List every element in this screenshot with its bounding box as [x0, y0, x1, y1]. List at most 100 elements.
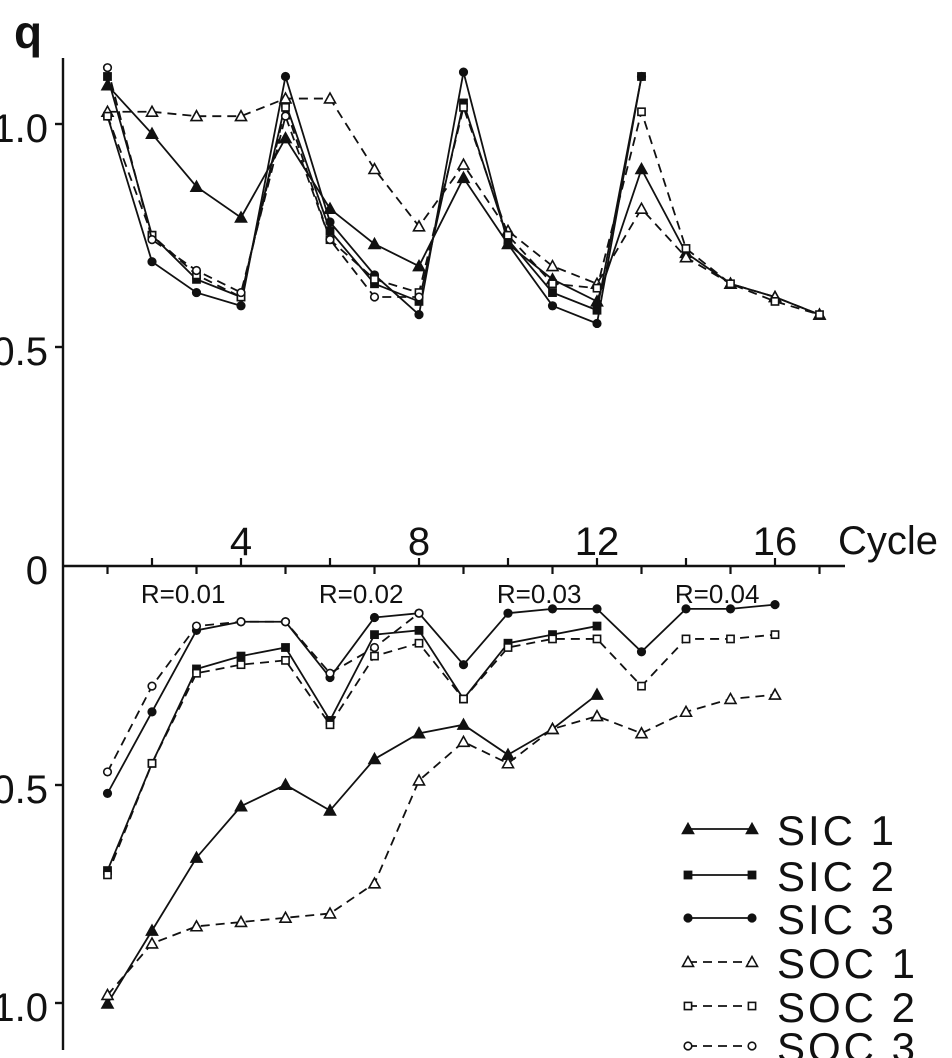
point-soc-2-bottom-15 — [726, 634, 735, 644]
point-soc-2-top-11 — [548, 279, 557, 289]
legend-label-soc-1: SOC 1 — [777, 940, 918, 987]
point-soc-2-bottom-11 — [548, 634, 557, 644]
point-soc-1-bottom-13 — [634, 726, 649, 739]
point-sic-3-bottom-11 — [547, 604, 558, 614]
point-sic-1-bottom-7 — [367, 751, 382, 765]
point-sic-3-bottom-9 — [458, 660, 469, 670]
regions: R=0.01 R=0.02 R=0.03 R=0.04 — [141, 579, 760, 609]
line-soc-2-top — [106, 104, 820, 316]
line-soc-1-bottom — [106, 693, 776, 996]
point-soc-2-bottom-8 — [414, 638, 424, 648]
point-soc-1-top-4 — [234, 109, 248, 122]
line-sic-1-top — [106, 84, 820, 316]
legend-marker-end-soc-1 — [745, 954, 759, 968]
point-sic-3-top-13 — [636, 71, 647, 82]
point-sic-3-top-3 — [191, 287, 202, 298]
point-soc-2-bottom-1 — [103, 870, 112, 880]
point-sic-1-bottom-12 — [590, 687, 604, 700]
point-soc-3-bottom-3 — [191, 621, 202, 631]
series-sic-1 — [100, 78, 827, 1009]
legend-label-soc-2: SOC 2 — [777, 984, 918, 1031]
y-tick-label-0: 0 — [26, 549, 48, 593]
point-soc-1-bottom-7 — [367, 876, 382, 889]
point-soc-1-top-7 — [367, 161, 382, 175]
point-soc-1-bottom-9 — [456, 734, 471, 748]
point-sic-1-bottom-1 — [100, 996, 115, 1009]
legend-marker-end-soc-3 — [747, 1041, 757, 1051]
point-sic-2-top-11 — [548, 288, 557, 297]
point-soc-2-bottom-16 — [770, 630, 780, 640]
point-soc-1-bottom-16 — [768, 687, 782, 700]
legend-item-soc-3: SOC 3 — [683, 1024, 915, 1058]
point-soc-3-bottom-8 — [414, 608, 424, 618]
point-sic-3-bottom-16 — [770, 600, 780, 610]
point-soc-1-top-9 — [456, 157, 471, 170]
point-soc-1-top-14 — [679, 250, 693, 263]
point-sic-1-bottom-8 — [412, 726, 426, 739]
y-tick-label-1.0-top: 1.0 — [0, 107, 48, 151]
region-label-2: R=0.02 — [319, 579, 404, 609]
point-soc-2-top-1 — [103, 111, 112, 121]
point-soc-2-bottom-3 — [192, 668, 201, 678]
legend-item-sic-3: SIC 3 — [683, 896, 897, 943]
x-tick-label-8: 8 — [408, 520, 430, 564]
point-soc-1-bottom-8 — [412, 773, 426, 786]
x-ticks: 4 8 12 16 — [106, 520, 821, 574]
point-soc-2-top-5 — [281, 102, 290, 112]
point-sic-3-bottom-1 — [102, 788, 113, 798]
point-soc-3-top-1 — [102, 63, 113, 73]
point-soc-1-bottom-2 — [145, 936, 159, 949]
point-soc-2-bottom-14 — [681, 634, 691, 644]
legend-marker-start-soc-3 — [683, 1041, 693, 1051]
y-tick-label-1.0-bottom: 1.0 — [0, 986, 48, 1030]
point-sic-3-bottom-15 — [725, 604, 736, 614]
series-soc-1 — [100, 91, 827, 1001]
point-sic-3-top-5 — [280, 71, 291, 82]
point-sic-3-top-2 — [147, 257, 157, 267]
line-sic-3-bottom — [106, 603, 776, 794]
point-sic-1-top-9 — [456, 170, 471, 184]
legend-label-sic-3: SIC 3 — [777, 896, 897, 943]
point-sic-1-bottom-5 — [278, 777, 293, 790]
line-soc-3-bottom — [106, 612, 420, 773]
y-tick-label-0.5-bottom: 0.5 — [0, 768, 48, 812]
series-soc-3 — [102, 63, 424, 777]
point-sic-1-bottom-6 — [323, 803, 337, 816]
series-soc-2 — [103, 102, 824, 880]
point-soc-1-top-6 — [323, 91, 337, 104]
legend-marker-start-soc-1 — [681, 954, 695, 968]
point-soc-1-top-13 — [634, 201, 649, 214]
point-soc-2-top-12 — [592, 283, 602, 293]
point-soc-2-bottom-7 — [370, 651, 379, 661]
point-soc-3-top-3 — [191, 265, 202, 276]
point-soc-3-bottom-2 — [147, 681, 157, 691]
point-soc-2-top-15 — [726, 279, 735, 289]
legend-item-sic-1: SIC 1 — [681, 807, 894, 854]
line-soc-2-bottom — [106, 633, 776, 876]
point-sic-1-top-4 — [234, 210, 248, 223]
point-sic-3-bottom-2 — [147, 707, 157, 717]
point-soc-2-top-17 — [815, 310, 824, 320]
point-soc-1-bottom-5 — [278, 910, 293, 923]
line-soc-3-top — [106, 67, 419, 298]
point-soc-2-top-9 — [459, 102, 468, 112]
y-tick-label-0.5-top: 0.5 — [0, 330, 48, 374]
point-soc-1-top-3 — [189, 109, 204, 122]
point-sic-1-bottom-9 — [456, 717, 471, 730]
point-soc-3-top-7 — [369, 292, 380, 302]
point-soc-2-bottom-13 — [637, 681, 646, 691]
legend-marker-start-sic-3 — [683, 913, 693, 923]
point-sic-2-bottom-12 — [592, 621, 602, 631]
legend-item-sic-2: SIC 2 — [683, 853, 894, 900]
point-soc-1-bottom-14 — [679, 704, 693, 718]
x-tick-label-16: 16 — [753, 520, 798, 564]
point-sic-2-bottom-7 — [370, 630, 379, 640]
point-soc-1-top-2 — [145, 104, 159, 117]
point-soc-1-top-8 — [412, 219, 426, 232]
point-soc-2-top-14 — [681, 244, 691, 253]
line-soc-1-top — [107, 97, 820, 316]
point-sic-1-top-8 — [412, 258, 426, 272]
legend-marker-start-sic-1 — [681, 821, 695, 835]
point-sic-3-bottom-7 — [369, 612, 380, 623]
point-sic-3-bottom-10 — [503, 608, 513, 618]
